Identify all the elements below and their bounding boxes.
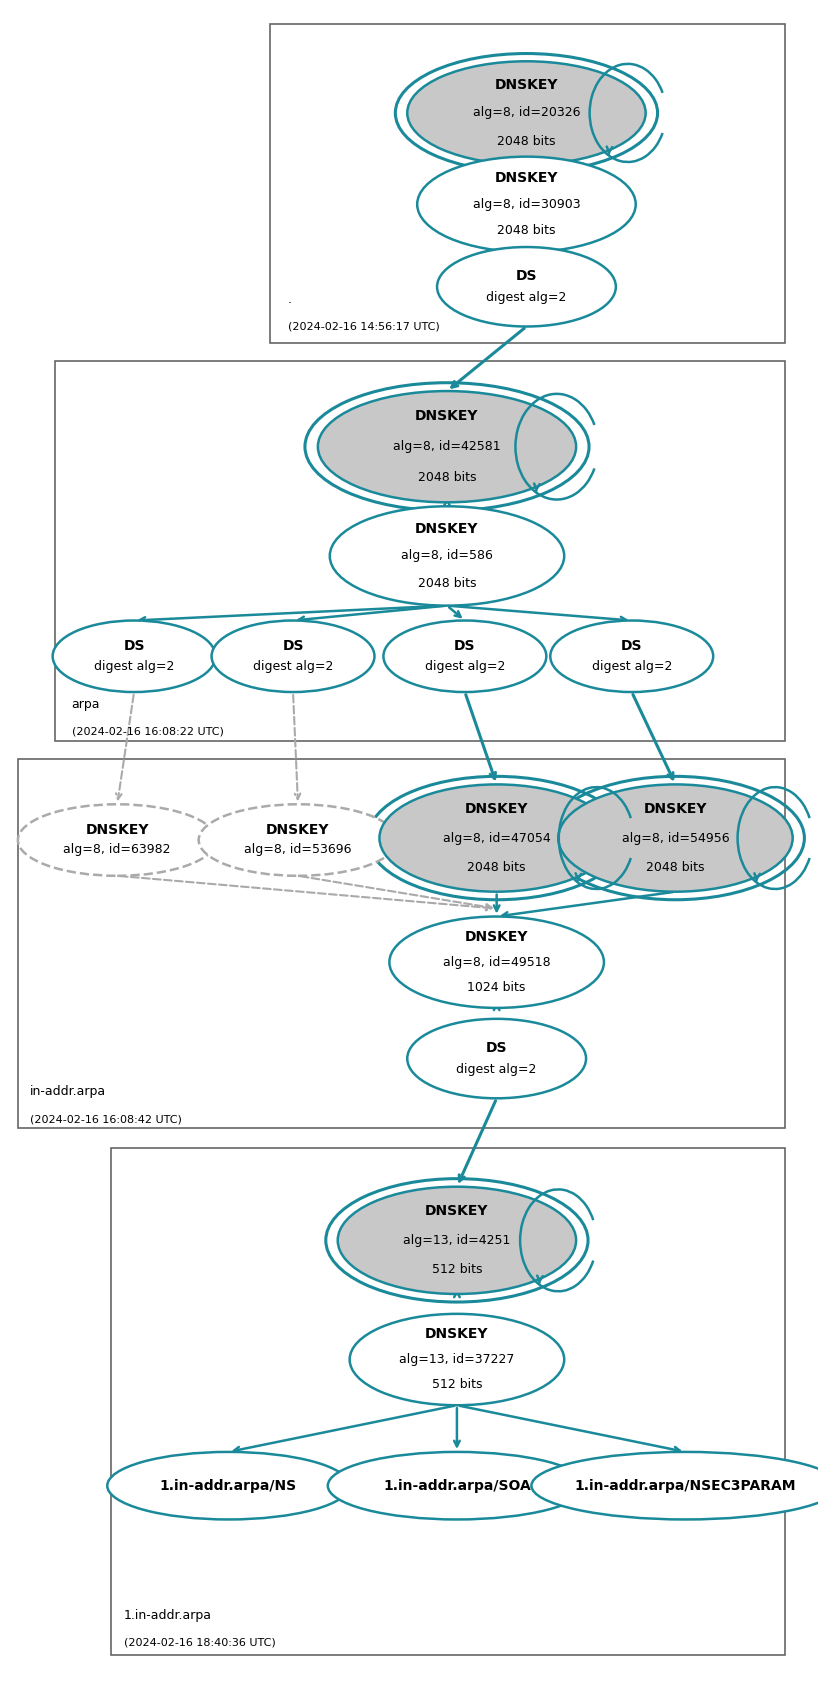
Text: alg=8, id=49518: alg=8, id=49518 bbox=[442, 956, 550, 970]
Text: 512 bits: 512 bits bbox=[432, 1264, 482, 1276]
Text: (2024-02-16 16:08:22 UTC): (2024-02-16 16:08:22 UTC) bbox=[72, 728, 223, 736]
Text: digest alg=2: digest alg=2 bbox=[486, 291, 567, 305]
Ellipse shape bbox=[417, 157, 636, 252]
Ellipse shape bbox=[199, 804, 397, 876]
Ellipse shape bbox=[383, 621, 546, 692]
Text: (2024-02-16 14:56:17 UTC): (2024-02-16 14:56:17 UTC) bbox=[288, 321, 440, 332]
Text: DNSKEY: DNSKEY bbox=[415, 409, 479, 423]
Text: DS: DS bbox=[454, 640, 475, 653]
Ellipse shape bbox=[558, 785, 793, 892]
Text: alg=13, id=4251: alg=13, id=4251 bbox=[403, 1233, 511, 1247]
Ellipse shape bbox=[318, 391, 576, 503]
Ellipse shape bbox=[330, 506, 564, 606]
Text: DNSKEY: DNSKEY bbox=[425, 1328, 489, 1342]
Text: (2024-02-16 18:40:36 UTC): (2024-02-16 18:40:36 UTC) bbox=[124, 1638, 276, 1648]
Text: alg=8, id=53696: alg=8, id=53696 bbox=[244, 843, 352, 856]
Text: DS: DS bbox=[516, 269, 537, 283]
Text: DNSKEY: DNSKEY bbox=[266, 824, 330, 838]
Text: DNSKEY: DNSKEY bbox=[644, 802, 707, 816]
Text: digest alg=2: digest alg=2 bbox=[592, 660, 672, 673]
Text: DS: DS bbox=[124, 640, 145, 653]
Ellipse shape bbox=[18, 804, 217, 876]
Text: digest alg=2: digest alg=2 bbox=[253, 660, 333, 673]
Text: 1.in-addr.arpa/SOA: 1.in-addr.arpa/SOA bbox=[383, 1479, 531, 1492]
Text: digest alg=2: digest alg=2 bbox=[424, 660, 505, 673]
Ellipse shape bbox=[338, 1186, 576, 1294]
Bar bbox=[18, 758, 784, 1129]
Ellipse shape bbox=[379, 785, 614, 892]
Text: 2048 bits: 2048 bits bbox=[497, 135, 555, 147]
Bar bbox=[270, 24, 784, 343]
Text: 2048 bits: 2048 bits bbox=[497, 223, 555, 237]
Text: DS: DS bbox=[621, 640, 643, 653]
Text: DNSKEY: DNSKEY bbox=[465, 931, 528, 944]
Text: 1.in-addr.arpa: 1.in-addr.arpa bbox=[124, 1609, 212, 1621]
Ellipse shape bbox=[390, 917, 604, 1008]
Text: DNSKEY: DNSKEY bbox=[86, 824, 149, 838]
Text: alg=8, id=63982: alg=8, id=63982 bbox=[63, 843, 171, 856]
Text: 1.in-addr.arpa/NSEC3PARAM: 1.in-addr.arpa/NSEC3PARAM bbox=[574, 1479, 796, 1492]
Text: DS: DS bbox=[283, 640, 304, 653]
Text: DNSKEY: DNSKEY bbox=[494, 171, 558, 184]
Text: 1.in-addr.arpa/NS: 1.in-addr.arpa/NS bbox=[160, 1479, 297, 1492]
Ellipse shape bbox=[550, 621, 714, 692]
Text: digest alg=2: digest alg=2 bbox=[456, 1063, 537, 1076]
Text: DNSKEY: DNSKEY bbox=[425, 1203, 489, 1218]
Text: .: . bbox=[288, 293, 292, 306]
Ellipse shape bbox=[437, 247, 616, 327]
Text: DNSKEY: DNSKEY bbox=[494, 78, 558, 91]
Text: alg=8, id=586: alg=8, id=586 bbox=[401, 550, 493, 562]
Ellipse shape bbox=[107, 1452, 349, 1519]
Text: 2048 bits: 2048 bits bbox=[418, 470, 476, 484]
Text: alg=8, id=54956: alg=8, id=54956 bbox=[621, 831, 729, 844]
Text: 1024 bits: 1024 bits bbox=[467, 981, 526, 993]
Text: DNSKEY: DNSKEY bbox=[465, 802, 528, 816]
Text: alg=8, id=20326: alg=8, id=20326 bbox=[473, 107, 580, 120]
Text: in-addr.arpa: in-addr.arpa bbox=[30, 1085, 106, 1098]
Ellipse shape bbox=[407, 61, 646, 164]
Text: arpa: arpa bbox=[72, 697, 100, 711]
Ellipse shape bbox=[531, 1452, 824, 1519]
Ellipse shape bbox=[53, 621, 216, 692]
Text: DNSKEY: DNSKEY bbox=[415, 521, 479, 536]
Text: alg=13, id=37227: alg=13, id=37227 bbox=[400, 1354, 515, 1365]
Text: 512 bits: 512 bits bbox=[432, 1379, 482, 1391]
Text: 2048 bits: 2048 bits bbox=[418, 577, 476, 591]
Ellipse shape bbox=[407, 1019, 586, 1098]
Ellipse shape bbox=[212, 621, 374, 692]
Text: alg=8, id=47054: alg=8, id=47054 bbox=[442, 831, 550, 844]
Text: 2048 bits: 2048 bits bbox=[646, 861, 705, 875]
Bar bbox=[111, 1147, 784, 1655]
Bar bbox=[54, 362, 784, 741]
Text: DS: DS bbox=[486, 1041, 508, 1054]
Text: 2048 bits: 2048 bits bbox=[467, 861, 526, 875]
Text: alg=8, id=30903: alg=8, id=30903 bbox=[473, 198, 580, 212]
Ellipse shape bbox=[328, 1452, 586, 1519]
Text: (2024-02-16 16:08:42 UTC): (2024-02-16 16:08:42 UTC) bbox=[30, 1115, 181, 1123]
Ellipse shape bbox=[349, 1315, 564, 1406]
Text: alg=8, id=42581: alg=8, id=42581 bbox=[393, 440, 501, 453]
Text: digest alg=2: digest alg=2 bbox=[94, 660, 175, 673]
